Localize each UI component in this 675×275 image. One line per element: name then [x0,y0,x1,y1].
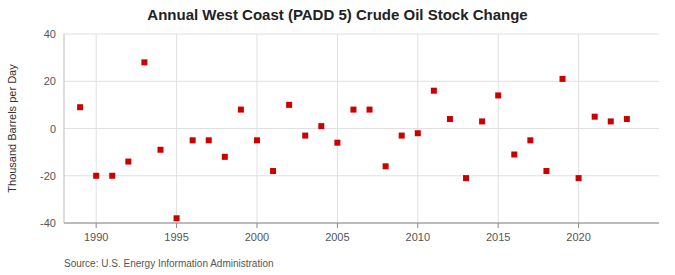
x-tick [176,223,177,228]
point [141,59,147,65]
x-axis-line [64,223,659,224]
x-grid-line [417,34,418,223]
point [383,163,389,169]
y-tick-label: 20 [44,75,56,87]
x-tick [96,223,97,228]
y-grid-line [64,81,659,82]
point [238,107,244,113]
point [399,133,405,139]
y-axis-label: Thousand Barrels per Day [6,64,18,193]
point [350,107,356,113]
point [560,76,566,82]
x-grid-line [96,34,97,223]
point [190,137,196,143]
point [527,137,533,143]
point [125,159,131,165]
point [447,116,453,122]
points [77,59,630,221]
y-axis-line [64,34,65,223]
point [174,215,180,221]
x-grid-line [256,34,257,223]
x-tick-label: 2020 [566,231,590,243]
x-tick [417,223,418,228]
point [93,173,99,179]
point [608,118,614,124]
x-tick-label: 2015 [486,231,510,243]
point [543,168,549,174]
point [367,107,373,113]
point [576,175,582,181]
point [222,154,228,160]
x-tick [498,223,499,228]
point [495,92,501,98]
chart: Annual West Coast (PADD 5) Crude Oil Sto… [0,0,675,275]
point [77,104,83,110]
point [624,116,630,122]
point [286,102,292,108]
point [270,168,276,174]
x-tick [337,223,338,228]
point [463,175,469,181]
y-grid-line [64,34,659,35]
grid [64,34,659,223]
x-tick-label: 1990 [84,231,108,243]
x-tick-label: 2005 [325,231,349,243]
x-grid-line [337,34,338,223]
source-note: Source: U.S. Energy Information Administ… [64,258,274,269]
chart-container: Annual West Coast (PADD 5) Crude Oil Sto… [0,0,675,275]
point [109,173,115,179]
x-grid-line [498,34,499,223]
y-tick-label: -20 [40,170,56,182]
x-grid-line [176,34,177,223]
x-tick-label: 2000 [245,231,269,243]
point [157,147,163,153]
point [511,151,517,157]
point [479,118,485,124]
point [254,137,260,143]
x-grid-line [578,34,579,223]
x-tick-label: 2010 [406,231,430,243]
point [302,133,308,139]
x-tick [256,223,257,228]
point [592,114,598,120]
y-grid-line [64,175,659,176]
y-grid-line [64,128,659,129]
point [318,123,324,129]
y-grid-line [64,223,659,224]
y-tick-label: 40 [44,28,56,40]
y-tick-label: 0 [50,123,56,135]
title: Annual West Coast (PADD 5) Crude Oil Sto… [147,6,527,23]
x-tick-label: 1995 [164,231,188,243]
point [415,130,421,136]
point [431,88,437,94]
x-tick [578,223,579,228]
point [206,137,212,143]
point [334,140,340,146]
y-tick-label: -40 [40,217,56,229]
